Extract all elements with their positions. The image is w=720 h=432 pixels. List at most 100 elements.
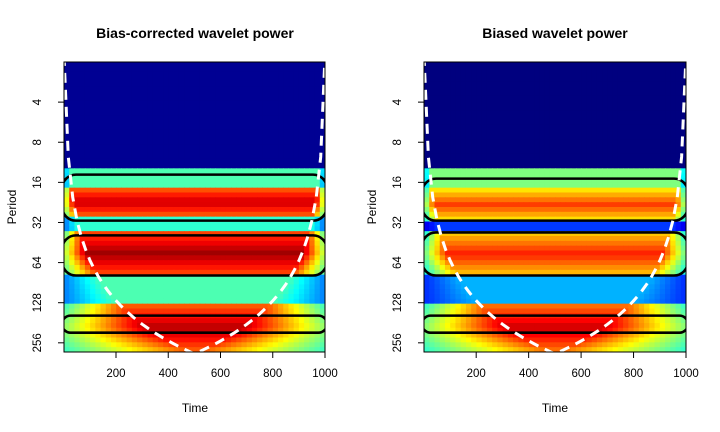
power-cell [204, 66, 211, 73]
power-cell [602, 240, 608, 247]
power-cell [272, 202, 279, 208]
power-cell [157, 207, 164, 213]
power-cell [90, 62, 96, 68]
power-cell [278, 318, 284, 324]
power-cell [84, 226, 91, 232]
power-cell [184, 100, 190, 107]
power-cell [215, 95, 222, 102]
power-cell [210, 284, 216, 290]
power-cell [194, 129, 201, 136]
power-cell [623, 86, 629, 92]
power-cell [513, 173, 519, 179]
power-cell [173, 86, 180, 92]
power-cell [79, 62, 86, 68]
power-cell [236, 197, 243, 203]
power-cell [147, 260, 154, 266]
power-cell [523, 110, 530, 116]
power-cell [565, 182, 572, 189]
power-cell [251, 221, 258, 227]
power-cell [220, 105, 227, 111]
power-cell [231, 308, 237, 314]
power-cell [444, 71, 451, 78]
power-cell [236, 221, 243, 227]
power-cell [189, 86, 196, 92]
power-cell [617, 163, 624, 169]
power-cell [434, 245, 441, 252]
power-cell [502, 245, 509, 252]
power-cell [220, 187, 227, 194]
power-cell [131, 149, 138, 155]
power-cell [184, 153, 190, 160]
power-cell [241, 236, 248, 242]
power-cell [278, 269, 284, 276]
power-cell [644, 221, 650, 227]
power-cell [434, 124, 441, 131]
power-cell [623, 105, 629, 111]
power-cell [220, 91, 227, 97]
power-cell [79, 342, 86, 348]
power-cell [90, 207, 96, 213]
power-cell [534, 124, 540, 131]
power-cell [147, 303, 154, 310]
power-cell [460, 110, 467, 116]
power-cell [665, 149, 671, 155]
power-cell [257, 327, 263, 334]
power-cell [492, 231, 498, 237]
power-cell [152, 76, 159, 82]
power-cell [659, 95, 666, 102]
power-cell [204, 81, 211, 87]
power-cell [231, 327, 237, 334]
power-cell [137, 332, 143, 339]
power-cell [173, 187, 180, 194]
power-cell [607, 66, 614, 73]
power-cell [544, 187, 551, 194]
power-cell [142, 149, 149, 155]
power-cell [173, 221, 180, 227]
power-cell [163, 269, 169, 276]
power-cell [429, 134, 436, 140]
power-cell [513, 245, 519, 252]
power-cell [623, 211, 629, 218]
power-cell [204, 308, 211, 314]
power-cell [288, 129, 295, 136]
power-cell [293, 129, 300, 136]
power-cell [507, 66, 514, 73]
power-cell [241, 158, 248, 165]
power-cell [460, 173, 467, 179]
power-cell [262, 81, 269, 87]
power-cell [152, 139, 159, 145]
power-cell [481, 95, 488, 102]
power-cell [539, 144, 546, 150]
power-cell [534, 221, 540, 227]
power-cell [288, 86, 295, 92]
power-cell [581, 66, 588, 73]
power-cell [142, 245, 149, 252]
power-cell [304, 207, 310, 213]
power-cell [471, 95, 477, 102]
power-cell [215, 327, 222, 334]
power-cell [168, 129, 175, 136]
power-cell [486, 178, 493, 184]
power-cell [476, 71, 483, 78]
power-cell [184, 245, 190, 252]
power-cell [178, 269, 185, 276]
power-cell [215, 129, 222, 136]
power-cell [251, 71, 258, 78]
power-cell [116, 207, 123, 213]
power-cell [84, 91, 91, 97]
power-cell [314, 95, 321, 102]
power-cell [262, 153, 269, 160]
power-cell [497, 120, 504, 126]
power-cell [157, 236, 164, 242]
power-cell [581, 173, 588, 179]
power-cell [204, 327, 211, 334]
power-cell [586, 62, 593, 68]
power-cell [309, 66, 316, 73]
power-cell [304, 105, 310, 111]
power-cell [439, 66, 446, 73]
power-cell [168, 255, 175, 261]
power-cell [309, 289, 316, 295]
power-cell [79, 231, 86, 237]
power-cell [225, 347, 232, 352]
power-cell [199, 163, 206, 169]
